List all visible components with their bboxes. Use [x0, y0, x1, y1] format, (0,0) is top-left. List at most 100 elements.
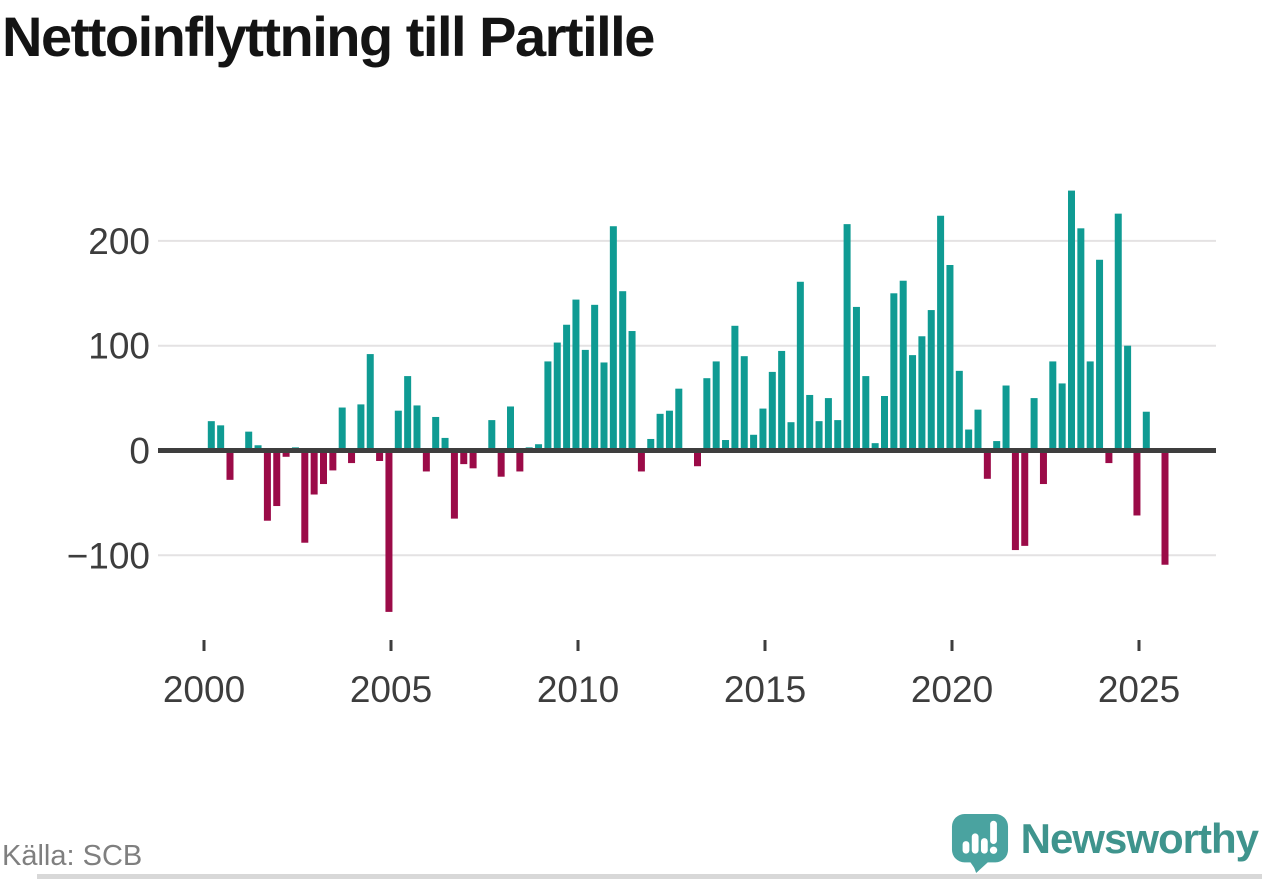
bar-2003-q3 [338, 407, 346, 451]
bar-2012-q2 [665, 410, 673, 451]
bar-2014-q2 [740, 356, 748, 451]
logo-bar-medium [980, 838, 988, 854]
bar-2018-q2 [890, 293, 898, 451]
bar-2014-q3 [750, 434, 758, 451]
bar-2021-q2 [1002, 385, 1010, 451]
bar-2009-q4 [572, 299, 580, 451]
bar-2021-q1 [993, 441, 1001, 451]
bar-2023-q1 [1068, 190, 1075, 451]
bar-2014-q1 [731, 325, 739, 451]
bar-2023-q4 [1096, 259, 1104, 451]
bar-2000-q3 [226, 450, 234, 480]
bar-2009-q1 [544, 361, 552, 451]
bar-2019-q2 [927, 310, 935, 451]
bar-2012-q3 [675, 388, 683, 451]
bar-2022-q2 [1039, 450, 1047, 485]
bar-2003-q2 [329, 450, 337, 471]
bar-2009-q3 [563, 324, 571, 451]
logo-bar-tall [971, 833, 979, 854]
bar-2005-q1 [394, 410, 402, 451]
bar-2020-q3 [974, 409, 982, 451]
bar-2025-q1 [1142, 411, 1150, 451]
bar-2012-q1 [656, 413, 664, 451]
bar-2013-q2 [703, 378, 711, 451]
bar-2002-q3 [301, 450, 309, 543]
bar-2008-q4 [535, 444, 543, 451]
bar-2025-q3 [1161, 450, 1169, 565]
newsworthy-logo: Newsworthy [951, 812, 1259, 874]
bar-2018-q1 [881, 396, 888, 451]
bar-2020-q2 [965, 429, 973, 451]
bar-2006-q1 [432, 416, 440, 451]
bar-2013-q1 [694, 450, 701, 467]
bar-2023-q3 [1086, 361, 1094, 451]
bar-2005-q4 [422, 450, 430, 472]
x-tick-label-2005: 2005 [350, 669, 432, 710]
source-caption: Källa: SCB [2, 840, 143, 872]
bar-2024-q2 [1114, 213, 1122, 451]
x-tick-label-2025: 2025 [1098, 669, 1180, 710]
bar-2000-q1 [207, 421, 215, 451]
bar-2018-q4 [909, 355, 917, 451]
bar-2004-q4 [385, 450, 393, 612]
bar-2001-q3 [263, 450, 271, 521]
bar-2010-q2 [591, 304, 599, 451]
bar-2006-q4 [460, 450, 468, 465]
bar-2023-q2 [1077, 228, 1085, 451]
bar-2011-q2 [628, 331, 636, 451]
bar-2003-q1 [320, 450, 327, 485]
bar-2022-q1 [1030, 398, 1038, 451]
bar-2020-q1 [955, 370, 963, 451]
bar-2017-q1 [843, 224, 851, 451]
bar-2016-q1 [806, 394, 814, 451]
bar-2024-q1 [1105, 450, 1113, 464]
bar-2004-q1 [357, 404, 365, 451]
bar-2007-q3 [488, 420, 496, 451]
footer-progress-bar [37, 874, 1262, 879]
bar-2019-q1 [918, 336, 926, 451]
bar-2011-q4 [647, 438, 655, 451]
bar-2005-q2 [404, 376, 412, 451]
bar-2016-q3 [824, 398, 832, 451]
bar-2016-q2 [815, 421, 823, 451]
bar-2004-q3 [376, 450, 384, 461]
newsworthy-wordmark: Newsworthy [1020, 815, 1259, 862]
bar-2019-q3 [937, 215, 945, 451]
chart-title: Nettoinflyttning till Partille [2, 5, 655, 68]
bar-2005-q3 [413, 405, 421, 451]
bar-2017-q3 [862, 376, 870, 451]
bar-2022-q4 [1058, 383, 1066, 451]
y-tick-label-200: 200 [88, 221, 150, 262]
bar-2000-q2 [217, 425, 225, 451]
bar-2022-q3 [1049, 361, 1057, 451]
bar-2007-q1 [469, 450, 477, 469]
bar-2002-q1 [282, 450, 290, 457]
x-tick-label-2010: 2010 [537, 669, 619, 710]
bar-2021-q4 [1021, 450, 1029, 546]
bar-2015-q2 [778, 350, 786, 451]
speech-bubble-tail [968, 859, 990, 872]
bar-2006-q2 [441, 437, 449, 451]
x-tick-label-2000: 2000 [163, 669, 245, 710]
bar-2017-q4 [871, 443, 879, 451]
bar-2014-q4 [759, 408, 767, 451]
bar-2018-q3 [899, 280, 907, 451]
y-tick-label--100: −100 [67, 535, 150, 576]
bar-2013-q3 [712, 361, 720, 451]
bar-2015-q4 [796, 281, 804, 451]
bar-2009-q2 [553, 342, 561, 451]
bar-2007-q4 [497, 450, 505, 477]
y-tick-label-0: 0 [129, 431, 150, 472]
bar-2010-q3 [600, 362, 608, 451]
bar-2020-q4 [983, 450, 991, 479]
logo-exclamation-dot [989, 846, 997, 854]
net-migration-bar-chart: 200 100 0 −100 2000 2005 2010 2015 2020 2025 [67, 190, 1216, 710]
bar-2008-q1 [507, 406, 514, 451]
logo-exclamation-stem [989, 820, 997, 844]
bar-2019-q4 [946, 265, 954, 451]
x-tick-label-2020: 2020 [911, 669, 993, 710]
bar-2015-q1 [768, 371, 776, 451]
bar-2011-q3 [637, 450, 645, 472]
y-tick-label-100: 100 [88, 326, 150, 367]
bar-2002-q4 [310, 450, 318, 495]
